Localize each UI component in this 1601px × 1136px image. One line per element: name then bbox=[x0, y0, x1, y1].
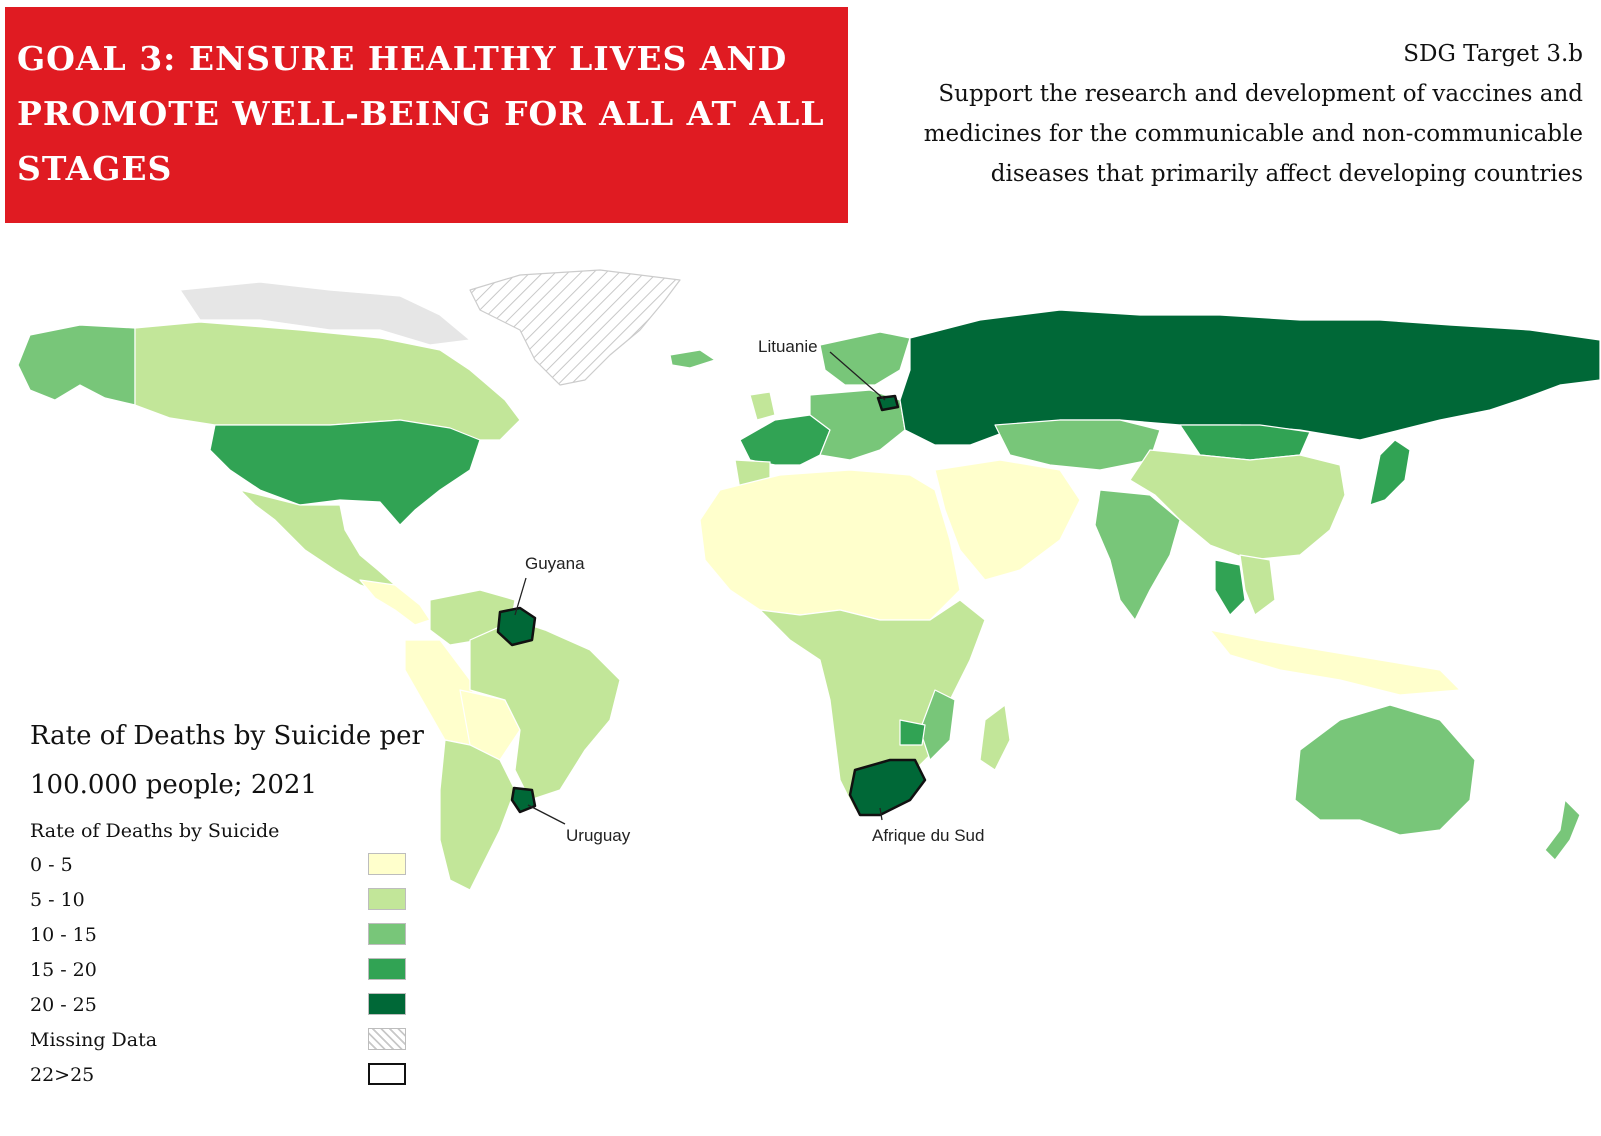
legend-subtitle: Rate of Deaths by Suicide bbox=[30, 820, 280, 842]
legend-item-label: 0 - 5 bbox=[30, 854, 73, 876]
argentina-chile bbox=[439, 739, 516, 891]
legend-item: 15 - 20 bbox=[30, 953, 430, 988]
legend-item-label: 10 - 15 bbox=[30, 924, 97, 946]
legend-swatch bbox=[368, 993, 406, 1015]
india bbox=[1094, 489, 1181, 621]
south-africa bbox=[848, 758, 927, 817]
leader-guyana bbox=[514, 577, 527, 616]
legend-item: 0 - 5 bbox=[30, 848, 430, 883]
callout-afrique-du-sud: Afrique du Sud bbox=[872, 826, 985, 845]
legend-item-label: 5 - 10 bbox=[30, 889, 85, 911]
legend-swatch bbox=[368, 853, 406, 875]
scandinavia bbox=[819, 331, 911, 386]
legend: Rate of Deaths by Suicide per 100.000 pe… bbox=[30, 712, 430, 1093]
canada bbox=[134, 321, 521, 441]
legend-item: 5 - 10 bbox=[30, 883, 430, 918]
indochina bbox=[1239, 554, 1276, 616]
callout-lituanie: Lituanie bbox=[758, 337, 818, 356]
goal-title: GOAL 3: ENSURE HEALTHY LIVES AND PROMOTE… bbox=[17, 39, 825, 188]
legend-title: Rate of Deaths by Suicide per 100.000 pe… bbox=[30, 721, 424, 800]
madagascar bbox=[979, 704, 1011, 771]
canadian-arctic bbox=[179, 281, 471, 346]
china bbox=[1129, 449, 1346, 561]
middle-east bbox=[934, 459, 1081, 581]
russia bbox=[899, 309, 1601, 446]
zimbabwe bbox=[899, 719, 926, 746]
mexico bbox=[239, 489, 396, 593]
legend-swatch bbox=[368, 923, 406, 945]
legend-item: Missing Data bbox=[30, 1023, 430, 1058]
new-zealand bbox=[1544, 799, 1581, 861]
goal-banner: GOAL 3: ENSURE HEALTHY LIVES AND PROMOTE… bbox=[5, 7, 848, 223]
greenland bbox=[469, 269, 681, 386]
kazakhstan bbox=[994, 419, 1161, 471]
legend-swatch bbox=[368, 1028, 406, 1050]
leader-lituanie bbox=[829, 351, 886, 401]
callout-uruguay: Uruguay bbox=[566, 826, 631, 845]
central-america bbox=[359, 579, 431, 626]
alaska bbox=[17, 324, 136, 406]
target-description: Support the research and development of … bbox=[923, 81, 1583, 187]
usa bbox=[209, 419, 481, 526]
leader-uruguay bbox=[527, 804, 566, 825]
europe-west bbox=[739, 414, 831, 466]
australia bbox=[1294, 704, 1476, 836]
legend-rows: 0 - 5 5 - 10 10 - 15 15 - 20 20 - 25 Mis… bbox=[30, 848, 430, 1093]
iceland bbox=[669, 349, 716, 369]
mozambique bbox=[919, 689, 956, 761]
legend-swatch bbox=[368, 888, 406, 910]
uk bbox=[749, 391, 776, 421]
world-map bbox=[17, 269, 1601, 891]
indonesia bbox=[1209, 629, 1461, 696]
brazil bbox=[469, 619, 621, 801]
target-block: SDG Target 3.b Support the research and … bbox=[843, 34, 1583, 194]
legend-swatch bbox=[368, 1063, 406, 1085]
guyana bbox=[496, 606, 537, 647]
callout-guyana: Guyana bbox=[525, 554, 585, 573]
lithuania bbox=[876, 394, 900, 412]
legend-item-label: Missing Data bbox=[30, 1029, 158, 1051]
uruguay bbox=[510, 786, 537, 814]
africa-north bbox=[699, 469, 961, 621]
thailand bbox=[1214, 559, 1246, 616]
japan bbox=[1369, 439, 1411, 506]
legend-item: 20 - 25 bbox=[30, 988, 430, 1023]
legend-swatch bbox=[368, 958, 406, 980]
legend-item-label: 20 - 25 bbox=[30, 994, 97, 1016]
legend-item-label: 15 - 20 bbox=[30, 959, 97, 981]
legend-item: 22>25 bbox=[30, 1058, 430, 1093]
target-label: SDG Target 3.b bbox=[1403, 41, 1583, 67]
legend-item: 10 - 15 bbox=[30, 918, 430, 953]
leader-afrique bbox=[879, 807, 883, 821]
legend-item-label: 22>25 bbox=[30, 1064, 95, 1086]
